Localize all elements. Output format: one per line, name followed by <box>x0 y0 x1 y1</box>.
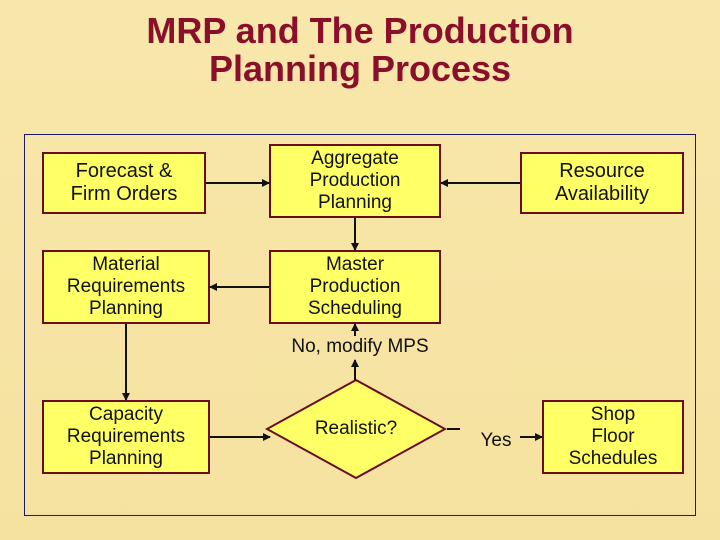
slide-title: MRP and The Production Planning Process <box>0 12 720 88</box>
node-mrp: Material Requirements Planning <box>42 250 210 324</box>
slide-stage: MRP and The Production Planning Process … <box>0 0 720 540</box>
node-aggregate: Aggregate Production Planning <box>269 144 441 218</box>
node-sfs: Shop Floor Schedules <box>542 400 684 474</box>
node-crp: Capacity Requirements Planning <box>42 400 210 474</box>
node-decision: Realistic? <box>265 378 447 480</box>
label-yes: Yes <box>466 430 526 452</box>
node-mps: Master Production Scheduling <box>269 250 441 324</box>
node-forecast: Forecast & Firm Orders <box>42 152 206 214</box>
node-resource: Resource Availability <box>520 152 684 214</box>
diamond-shape-icon <box>265 378 447 480</box>
label-modify-mps: No, modify MPS <box>272 336 448 358</box>
